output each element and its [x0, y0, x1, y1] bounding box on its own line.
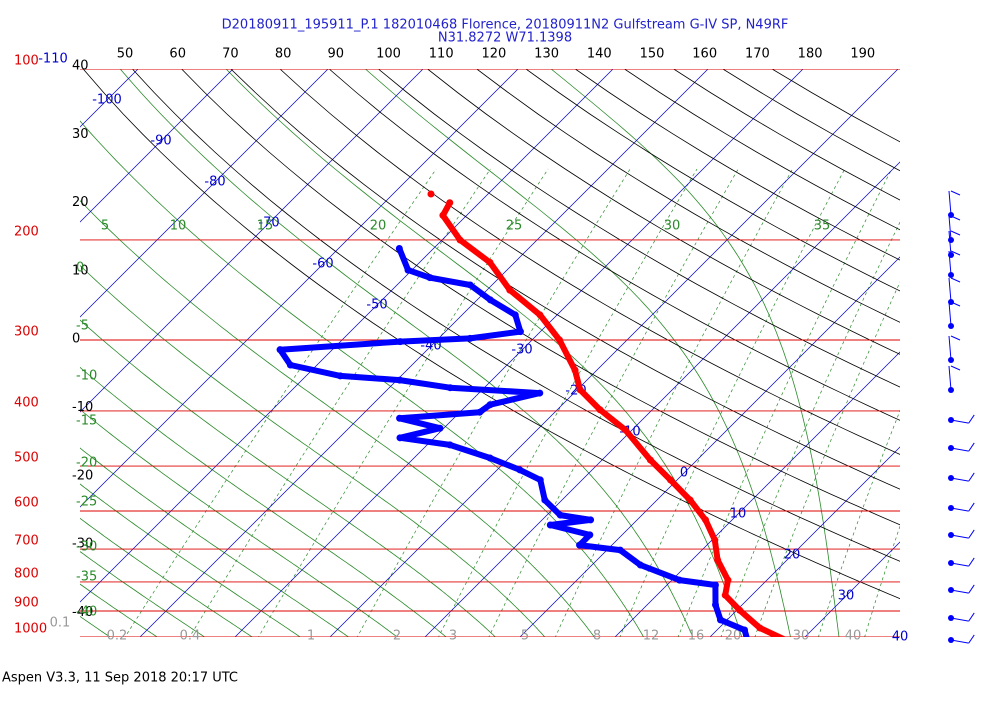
- isotherm-label: 20: [784, 548, 801, 563]
- moist-left-label: -10: [76, 369, 97, 384]
- mixing-ratio-label: 0.1: [50, 616, 71, 631]
- mixing-ratio-label: 1: [307, 629, 315, 644]
- pressure-tick-label: 700: [14, 534, 39, 549]
- theta-tick-label: 190: [850, 47, 875, 62]
- theta-tick-label: 140: [587, 47, 612, 62]
- theta-tick-label: 160: [692, 47, 717, 62]
- mixing-ratio-label: 0.4: [180, 629, 201, 644]
- moist-left-label: -30: [76, 540, 97, 555]
- moist-top-label: 20: [370, 219, 387, 234]
- moist-top-label: 15: [257, 219, 274, 234]
- pressure-tick-label: 100: [14, 54, 39, 69]
- mixing-ratio-label: 0.2: [107, 629, 128, 644]
- isotherm-label: -60: [312, 257, 333, 272]
- isotherm-label: -100: [92, 93, 122, 108]
- theta-tick-label: 180: [798, 47, 823, 62]
- mixing-ratio-label: 40: [845, 629, 862, 644]
- moist-left-label: 0: [76, 261, 84, 276]
- theta-tick-label: 170: [745, 47, 770, 62]
- left-tick-label: 0: [72, 332, 80, 347]
- pressure-tick-label: 900: [14, 596, 39, 611]
- pressure-tick-label: 400: [14, 395, 39, 410]
- theta-tick-label: 100: [376, 47, 401, 62]
- mixing-ratio-label: 30: [793, 629, 810, 644]
- theta-tick-label: 150: [640, 47, 665, 62]
- left-tick-label: -20: [72, 468, 93, 483]
- moist-top-label: 25: [506, 219, 523, 234]
- theta-tick-label: 120: [481, 47, 506, 62]
- isotherm-label: 30: [838, 589, 855, 604]
- mixing-ratio-label: 3: [449, 629, 457, 644]
- left-tick-label: 20: [72, 195, 89, 210]
- moist-left-label: -15: [76, 414, 97, 429]
- left-tick-label: 30: [72, 127, 89, 142]
- moist-left-label: -5: [76, 319, 89, 334]
- pressure-tick-label: 300: [14, 325, 39, 340]
- theta-tick-label: 90: [328, 47, 345, 62]
- theta-tick-label: 130: [534, 47, 559, 62]
- isotherm-label: -110: [38, 52, 68, 67]
- pressure-tick-label: 600: [14, 495, 39, 510]
- moist-left-label: -35: [76, 570, 97, 585]
- isotherm-label: -50: [366, 298, 387, 313]
- isotherm-label: 40: [892, 630, 909, 645]
- pressure-tick-label: 800: [14, 566, 39, 581]
- mixing-ratio-label: 16: [688, 629, 705, 644]
- pressure-tick-label: 1000: [14, 622, 47, 637]
- theta-tick-label: 60: [169, 47, 186, 62]
- mixing-ratio-label: 8: [593, 629, 601, 644]
- footer: Aspen V3.3, 11 Sep 2018 20:17 UTC: [2, 671, 238, 686]
- isotherm-label: 10: [730, 507, 747, 522]
- moist-left-label: -20: [76, 456, 97, 471]
- theta-tick-label: 80: [275, 47, 292, 62]
- moist-top-label: 30: [664, 219, 681, 234]
- chart-subtitle: N31.8272 W71.1398: [438, 31, 572, 46]
- isotherm-label: -30: [511, 343, 532, 358]
- moist-left-label: -40: [76, 605, 97, 620]
- isotherm-label: -80: [204, 175, 225, 190]
- moist-top-label: 10: [170, 219, 187, 234]
- theta-tick-label: 110: [429, 47, 454, 62]
- moist-top-label: 5: [101, 219, 109, 234]
- left-tick-label: 40: [72, 59, 89, 74]
- profile-point: [427, 191, 434, 198]
- theta-tick-label: 50: [117, 47, 134, 62]
- moist-top-label: 35: [814, 219, 831, 234]
- mixing-ratio-label: 5: [521, 629, 529, 644]
- mixing-ratio-label: 2: [393, 629, 401, 644]
- pressure-tick-label: 200: [14, 224, 39, 239]
- isotherm-label: 0: [680, 466, 688, 481]
- mixing-ratio-label: 12: [643, 629, 660, 644]
- theta-tick-label: 70: [222, 47, 239, 62]
- pressure-tick-label: 500: [14, 451, 39, 466]
- moist-left-label: -25: [76, 495, 97, 510]
- isotherm-label: -90: [150, 134, 171, 149]
